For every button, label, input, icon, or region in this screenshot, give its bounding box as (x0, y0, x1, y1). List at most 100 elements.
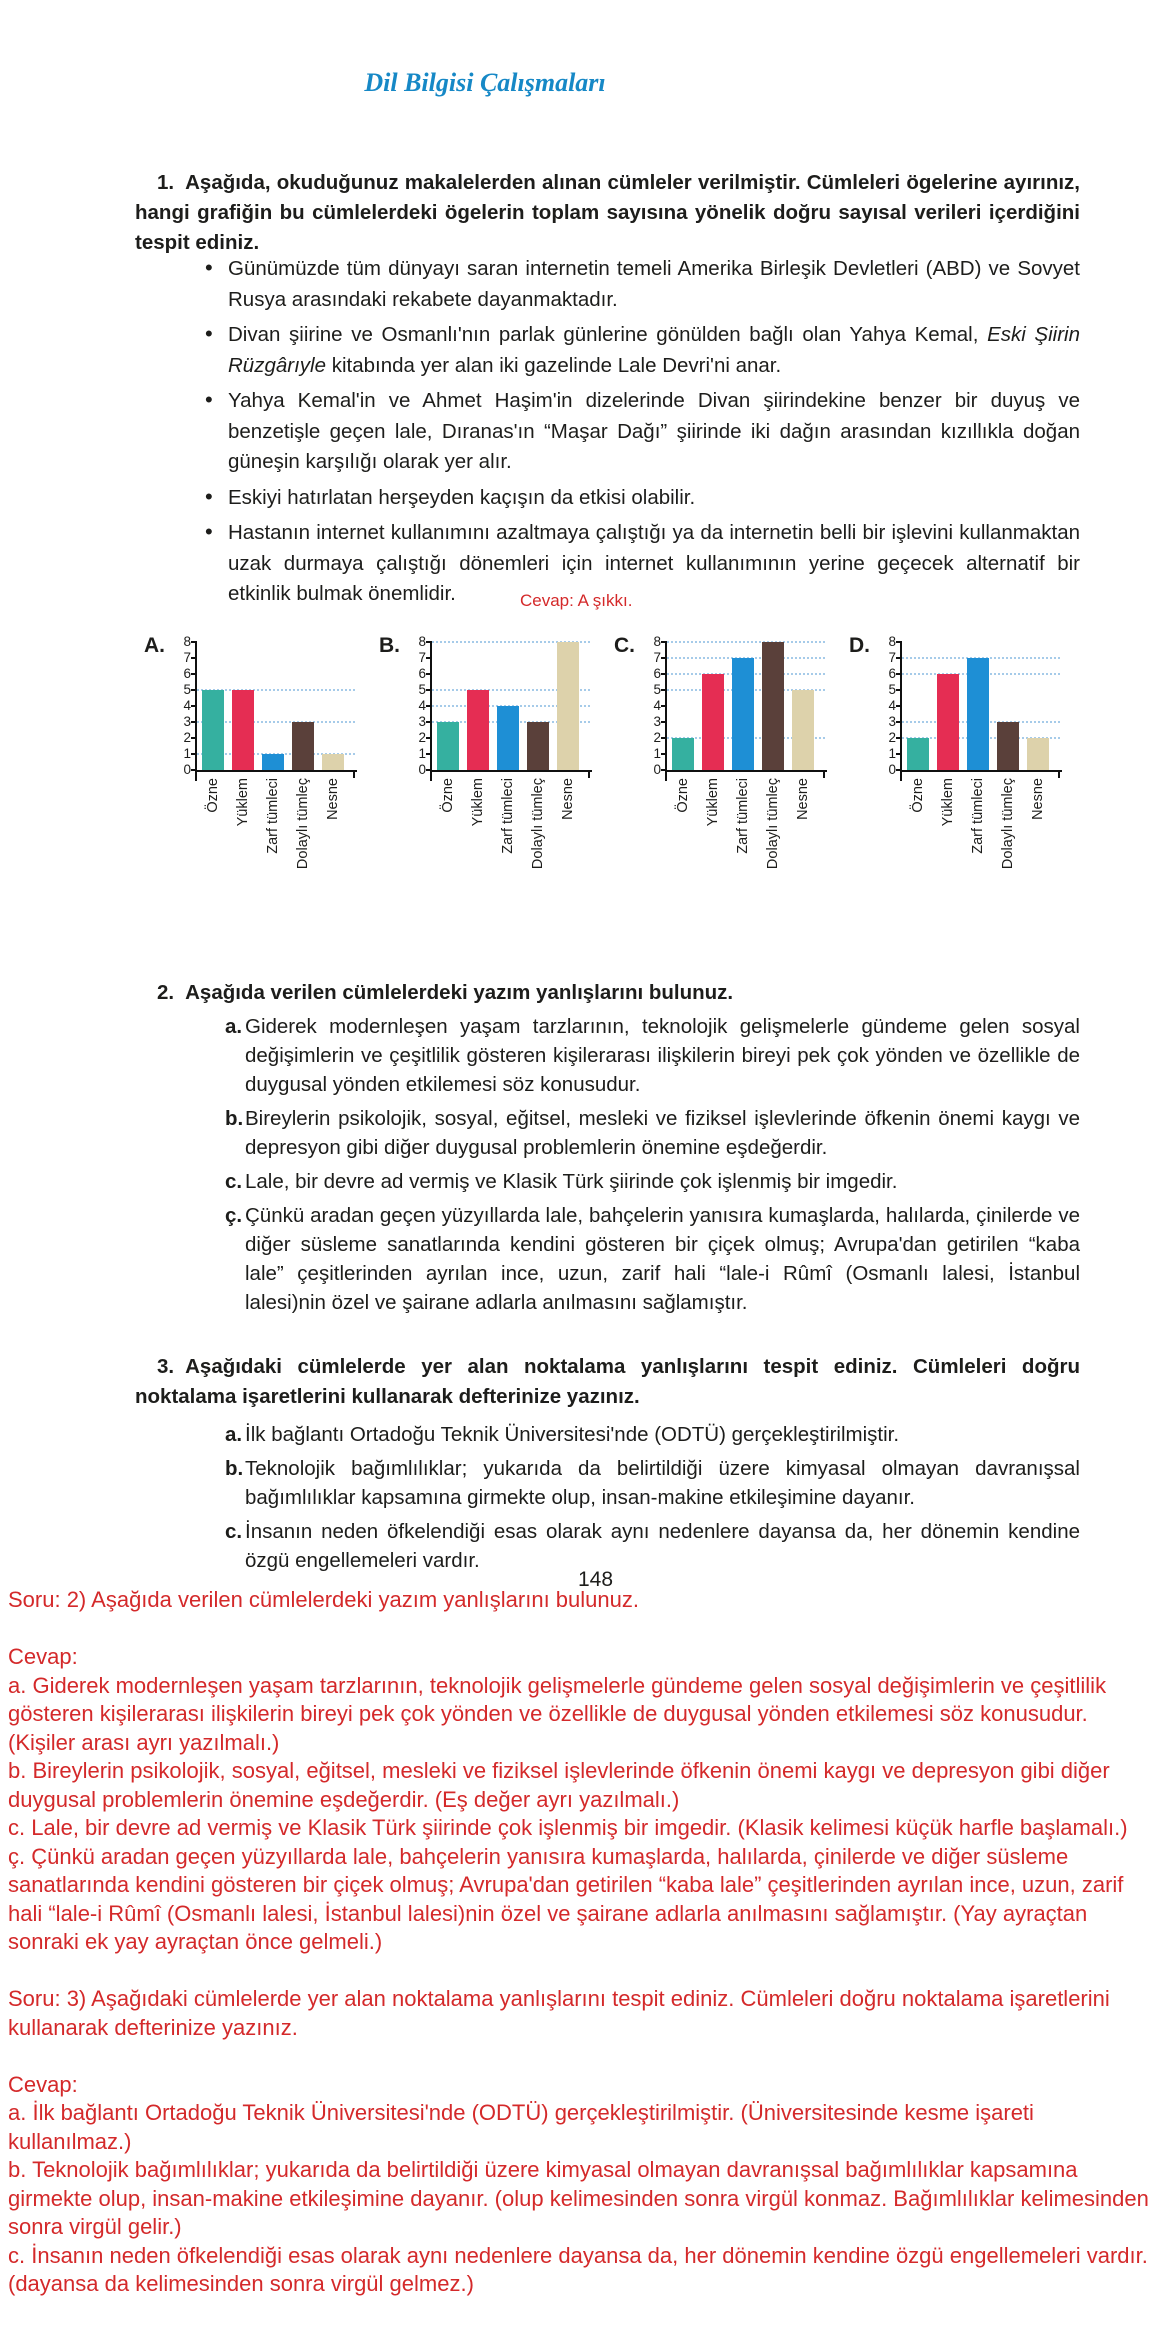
y-tick-label: 7 (653, 650, 661, 665)
bullet-text: Divan şiirine ve Osmanlı'nın parlak günl… (228, 323, 1080, 377)
item-letter: c. (225, 1520, 243, 1543)
item-letter: a. (225, 1015, 243, 1038)
bar-nesne (792, 690, 814, 770)
question-item: b. Teknolojik bağımlılıklar; yukarıda da … (225, 1454, 1080, 1512)
bullet-item: • Divan şiirine ve Osmanlı'nın parlak gün… (205, 320, 1080, 381)
y-tick-label: 4 (183, 698, 191, 713)
y-tick-mark (191, 641, 197, 643)
annotation-paragraph: Soru: 2) Aşağıda verilen cümlelerdeki ya… (8, 1587, 639, 1612)
x-axis-label: Nesne (1030, 778, 1046, 820)
bullet-icon: • (205, 387, 213, 412)
bar-dolaylı-tümleç (762, 642, 784, 770)
y-tick-mark (191, 737, 197, 739)
y-tick-label: 6 (183, 666, 191, 681)
y-tick-mark (896, 657, 902, 659)
x-axis-label: Dolaylı tümleç (530, 778, 546, 870)
bullet-text-segment: Yahya Kemal'in ve Ahmet Haşim'in dizeler… (228, 389, 1080, 473)
item-text: İlk bağlantı Ortadoğu Teknik Üniversites… (245, 1423, 900, 1446)
x-axis-label: Zarf tümleci (500, 778, 516, 854)
y-tick-mark (661, 769, 667, 771)
question-item: a. Giderek modernleşen yaşam tarzlarının,… (225, 1012, 1080, 1099)
bar-dolaylı-tümleç (997, 722, 1019, 770)
question-3-text: Aşağıdaki cümlelerde yer alan noktalama … (135, 1355, 1080, 1408)
bar-yüklem (702, 674, 724, 770)
y-tick-label: 3 (653, 714, 661, 729)
chart-label: B. (379, 634, 400, 657)
y-tick-mark (661, 641, 667, 643)
annotation-paragraph: c. İnsanın neden öfkelendiği esas olarak… (8, 2242, 1148, 2297)
x-axis-end-tick (823, 772, 825, 778)
annotation-paragraph: Cevap: (8, 1644, 78, 1669)
y-tick-mark (661, 721, 667, 723)
x-axis-label: Yüklem (705, 778, 721, 827)
item-text: İnsanın neden öfkelendiği esas olarak ay… (245, 1520, 1080, 1572)
y-axis-tail (665, 772, 667, 781)
y-tick-label: 7 (888, 650, 896, 665)
y-tick-label: 2 (888, 730, 896, 745)
answer-note-q1: Cevap: A şıkkı. (520, 591, 633, 610)
bar-özne (437, 722, 459, 770)
question-2-items: a. Giderek modernleşen yaşam tarzlarının,… (225, 1012, 1080, 1322)
item-letter: a. (225, 1423, 243, 1446)
bar-zarf-tümleci (262, 754, 284, 770)
y-tick-mark (191, 753, 197, 755)
x-axis-label: Nesne (560, 778, 576, 820)
gridline (197, 689, 355, 691)
y-tick-label: 7 (418, 650, 426, 665)
bar-chart-b: B. 0 1 2 3 4 5 6 7 8 Özne Yüklem Zarf tümleci Dolaylı… (373, 632, 608, 887)
y-tick-mark (426, 689, 432, 691)
question-2-heading: 2. Aşağıda verilen cümlelerdeki yazım yan… (135, 978, 1080, 1008)
y-tick-label: 3 (888, 714, 896, 729)
question-item: ç. Çünkü aradan geçen yüzyıllarda lale, b… (225, 1201, 1080, 1317)
x-axis-label: Yüklem (940, 778, 956, 827)
question-1-number: 1. (157, 171, 175, 194)
y-tick-mark (661, 753, 667, 755)
question-3-heading: 3. Aşağıdaki cümlelerde yer alan noktalam… (135, 1352, 1080, 1412)
annotation-paragraph: b. Teknolojik bağımlılıklar; yukarıda da… (8, 2157, 1149, 2239)
x-axis-label: Zarf tümleci (265, 778, 281, 854)
x-axis-end-tick (1058, 772, 1060, 778)
y-tick-label: 0 (418, 762, 426, 777)
bar-zarf-tümleci (497, 706, 519, 770)
bullet-text-segment: Günümüzde tüm dünyayı saran internetin t… (228, 257, 1080, 311)
question-item: a. İlk bağlantı Ortadoğu Teknik Üniversit… (225, 1420, 1080, 1449)
bar-yüklem (937, 674, 959, 770)
y-tick-mark (896, 641, 902, 643)
y-tick-label: 0 (888, 762, 896, 777)
bar-dolaylı-tümleç (527, 722, 549, 770)
bar-dolaylı-tümleç (292, 722, 314, 770)
bullet-text-segment: kitabında yer alan iki gazelinde Lale De… (326, 353, 782, 377)
y-tick-mark (661, 673, 667, 675)
y-tick-label: 1 (888, 746, 896, 761)
x-axis-label: Dolaylı tümleç (295, 778, 311, 870)
x-axis-label: Dolaylı tümleç (765, 778, 781, 870)
y-tick-label: 6 (888, 666, 896, 681)
y-tick-mark (896, 737, 902, 739)
bullet-text: Hastanın internet kullanımını azaltmaya … (228, 521, 1080, 605)
y-tick-label: 5 (888, 682, 896, 697)
bar-yüklem (467, 690, 489, 770)
bar-zarf-tümleci (732, 658, 754, 770)
question-3-number: 3. (157, 1355, 175, 1378)
item-letter: b. (225, 1457, 244, 1480)
bar-nesne (557, 642, 579, 770)
y-tick-mark (661, 737, 667, 739)
question-1-bullet-list: • Günümüzde tüm dünyayı saran internetin … (205, 254, 1080, 615)
y-tick-mark (191, 769, 197, 771)
chart-plot-area: 0 1 2 3 4 5 6 7 8 Özne Yüklem Zarf tümleci Dolaylı t… (888, 635, 1062, 869)
y-tick-label: 2 (653, 730, 661, 745)
item-text: Bireylerin psikolojik, sosyal, eğitsel, … (245, 1107, 1080, 1159)
y-axis-tail (900, 772, 902, 781)
bullet-text: Yahya Kemal'in ve Ahmet Haşim'in dizeler… (228, 389, 1080, 473)
question-2-number: 2. (157, 981, 175, 1004)
y-tick-mark (191, 705, 197, 707)
item-text: Lale, bir devre ad vermiş ve Klasik Türk… (245, 1170, 898, 1193)
x-axis-end-tick (588, 772, 590, 778)
x-axis-label: Zarf tümleci (735, 778, 751, 854)
gridline (197, 721, 355, 723)
y-tick-label: 5 (418, 682, 426, 697)
y-tick-label: 4 (653, 698, 661, 713)
annotation-paragraph: Cevap: (8, 2071, 78, 2097)
x-axis-end-tick (353, 772, 355, 778)
